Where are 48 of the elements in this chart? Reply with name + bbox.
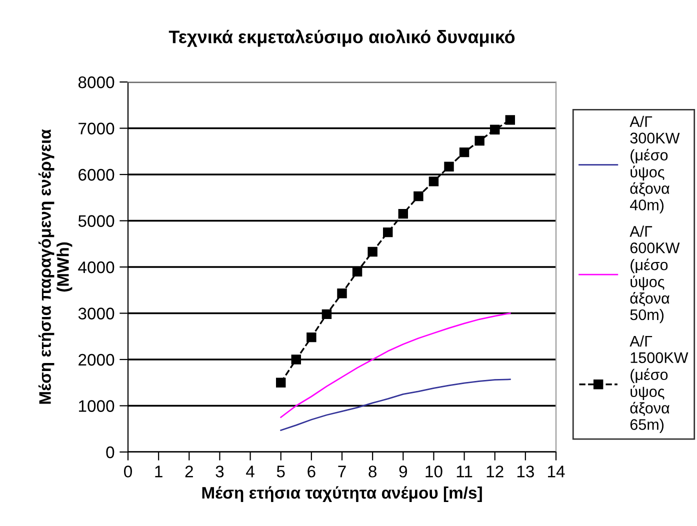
x-tick-label: 7 <box>338 466 346 478</box>
x-tick-label: 12 <box>486 466 504 478</box>
x-tick-label: 5 <box>276 466 285 478</box>
x-tick-label: 13 <box>517 466 534 478</box>
point <box>490 124 500 134</box>
y-axis-title: Μέση ετήσια παραγόμενη ενέργεια (MWh) <box>38 129 72 404</box>
point <box>398 208 408 219</box>
point <box>368 246 378 257</box>
y-tick-label: 4000 <box>78 261 114 274</box>
point <box>428 176 439 186</box>
x-tick-label: 2 <box>185 466 193 478</box>
x-tick-label: 10 <box>426 466 442 478</box>
point <box>276 378 286 388</box>
y-tick-label: 7000 <box>78 122 114 134</box>
legend-label: Α/Γ 600KW (μέσο ύψος άξονα 50m) <box>630 226 680 324</box>
y-tick-label: 6000 <box>78 168 114 181</box>
point <box>352 266 362 276</box>
point <box>382 227 393 238</box>
y-tick-label: 5000 <box>78 215 114 227</box>
point <box>474 136 484 146</box>
y-tick-label: 1000 <box>79 400 114 412</box>
x-tick-label: 0 <box>124 466 132 478</box>
y-tick-label: 2000 <box>78 354 114 366</box>
y-tick-label: 0 <box>106 446 114 458</box>
point <box>291 354 302 364</box>
x-tick-label: 4 <box>246 466 254 478</box>
point <box>306 332 316 342</box>
y-tick-label: 3000 <box>78 308 114 320</box>
x-tick-label: 3 <box>216 466 224 478</box>
legend-label: Α/Γ 1500KW (μέσο ύψος άξονα 65m) <box>630 335 688 433</box>
legend-label: Α/Γ 300KW (μέσο ύψος άξονα 40m) <box>630 116 680 214</box>
point <box>337 288 347 298</box>
x-tick-label: 8 <box>368 466 376 478</box>
point <box>322 309 332 320</box>
x-tick-label: 1 <box>155 466 162 478</box>
point <box>459 147 470 158</box>
x-tick-label: 6 <box>308 466 316 478</box>
x-tick-label: 9 <box>399 466 407 478</box>
x-tick-label: 14 <box>548 466 565 478</box>
point <box>414 191 424 202</box>
line-series <box>280 378 511 431</box>
chart-title: Τεχνικά εκμεταλεύσιμο αιολικό δυναμικό <box>168 30 515 47</box>
y-tick-label: 8000 <box>78 76 114 88</box>
line-series <box>280 312 511 418</box>
point <box>505 115 516 125</box>
x-axis-title: Μέση ετήσια ταχύτητα ανέμου [m/s] <box>202 486 482 502</box>
x-tick-label: 11 <box>456 466 472 478</box>
point <box>444 162 454 172</box>
